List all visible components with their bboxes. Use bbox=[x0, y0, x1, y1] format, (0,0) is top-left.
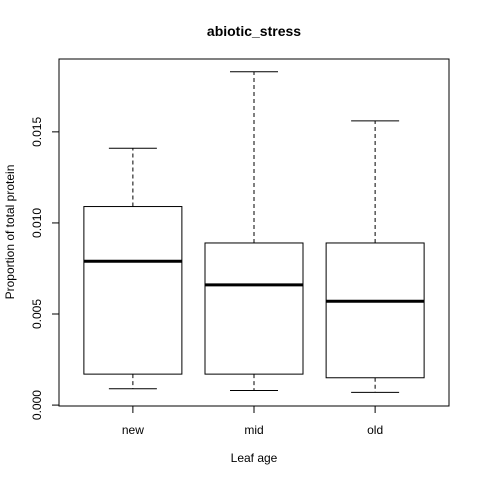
iqr-box bbox=[204, 242, 304, 375]
chart-title: abiotic_stress bbox=[207, 23, 301, 39]
box-mid bbox=[204, 71, 304, 392]
y-tick-label: 0.005 bbox=[30, 299, 44, 329]
boxes-layer bbox=[83, 71, 425, 393]
box-old bbox=[325, 120, 425, 393]
y-axis: 0.000 0.005 0.010 0.015 bbox=[30, 117, 60, 420]
x-axis: new mid old bbox=[122, 406, 383, 437]
box-new bbox=[83, 147, 183, 390]
x-tick-label-old: old bbox=[367, 423, 383, 437]
y-tick-label: 0.010 bbox=[30, 208, 44, 238]
y-axis-label: Proportion of total protein bbox=[3, 165, 17, 300]
y-tick-label: 0.000 bbox=[30, 390, 44, 420]
x-axis-label: Leaf age bbox=[231, 451, 278, 465]
x-tick-label-mid: mid bbox=[244, 423, 263, 437]
x-tick-label-new: new bbox=[122, 423, 144, 437]
iqr-box bbox=[325, 242, 425, 379]
iqr-box bbox=[83, 206, 183, 375]
y-tick-label: 0.015 bbox=[30, 117, 44, 147]
